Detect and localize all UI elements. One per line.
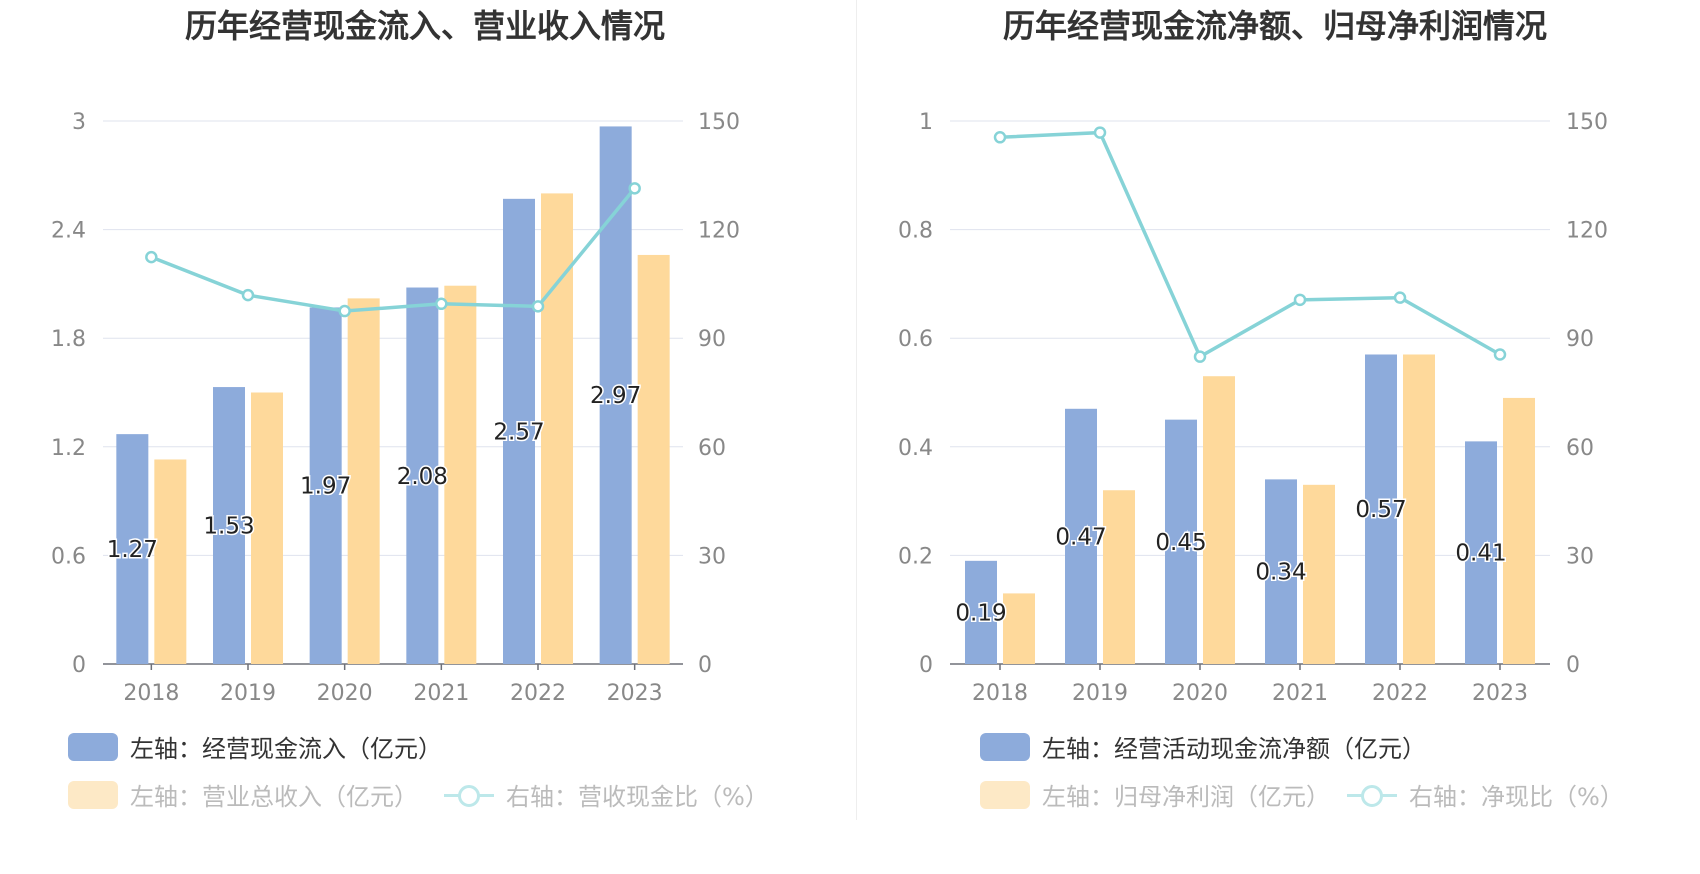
bar-series2 xyxy=(541,193,573,664)
bar-series1 xyxy=(1365,354,1397,664)
left-axis-tick-label: 0 xyxy=(72,653,86,678)
right-axis-tick-label: 150 xyxy=(1566,110,1608,135)
data-label: 0.47 xyxy=(1055,524,1106,550)
bar-series2 xyxy=(1303,484,1335,664)
chart-title: 历年经营现金流入、营业收入情况 xyxy=(184,7,665,45)
bar-series1 xyxy=(599,126,632,665)
left-axis-tick-label: 0.4 xyxy=(898,436,933,461)
chart-canvas-cash-inflow: 0 0 0.6 30 1.2 60 1.8 90 2.4 120 3 150 2018 2019 2020 2… xyxy=(51,110,740,706)
left-axis-tick-label: 0.6 xyxy=(898,327,933,352)
left-axis-tick-label: 3 xyxy=(72,110,86,135)
chart-canvas-net-cash-flow: 0 0 0.2 30 0.4 60 0.6 90 0.8 120 1 150 2018 2019 2020 2… xyxy=(898,110,1608,706)
bar-series1 xyxy=(213,387,245,664)
data-label: 1.97 xyxy=(300,474,351,500)
bar-series1 xyxy=(116,434,149,664)
bar-series1 xyxy=(309,307,342,664)
x-axis-tick-label: 2018 xyxy=(972,681,1028,706)
data-label: 0.57 xyxy=(1355,497,1406,523)
right-chart-panel: 历年经营现金流净额、归母净利润情况 0 0 0.2 30 0.4 60 0.6 90 0.8 12… xyxy=(850,0,1700,874)
data-label: 1.27 xyxy=(107,537,158,563)
data-label: 0.19 xyxy=(955,600,1006,626)
line-point xyxy=(1393,291,1407,304)
bar-series1 xyxy=(1165,419,1197,664)
left-axis-tick-label: 0.2 xyxy=(898,544,933,569)
data-label: 0.45 xyxy=(1155,530,1206,556)
right-axis-tick-label: 90 xyxy=(1566,327,1594,352)
x-axis-tick-label: 2020 xyxy=(317,681,373,706)
left-axis-tick-label: 0.8 xyxy=(898,219,933,244)
bar-series1 xyxy=(1465,441,1497,664)
left-axis-tick-label: 0.6 xyxy=(51,544,86,569)
data-label: 1.53 xyxy=(203,514,254,540)
bar-series1 xyxy=(965,560,997,664)
left-chart-panel: 历年经营现金流入、营业收入情况 0 0 0.6 30 1.2 60 1.8 90 2.4 120 3… xyxy=(51,7,769,811)
right-axis-tick-label: 0 xyxy=(1566,653,1580,678)
x-axis-tick-label: 2022 xyxy=(1372,681,1428,706)
line-point xyxy=(1493,348,1507,361)
x-axis-tick-label: 2018 xyxy=(123,681,179,706)
bar-series2 xyxy=(1503,397,1535,664)
bar-series1 xyxy=(1265,479,1297,664)
line-point xyxy=(628,182,641,195)
right-axis-tick-label: 120 xyxy=(698,219,740,244)
data-label: 0.41 xyxy=(1455,541,1506,567)
bar-series2 xyxy=(154,459,187,664)
bar-series2 xyxy=(444,285,477,664)
right-axis-tick-label: 60 xyxy=(698,436,726,461)
right-axis-tick-label: 60 xyxy=(1566,436,1594,461)
left-axis-tick-label: 1.2 xyxy=(51,436,86,461)
x-axis-tick-label: 2019 xyxy=(220,681,276,706)
x-axis-tick-label: 2023 xyxy=(607,681,663,706)
x-axis-tick-label: 2021 xyxy=(1272,681,1328,706)
line-point xyxy=(338,304,351,318)
line-point xyxy=(241,288,255,302)
x-axis-tick-label: 2023 xyxy=(1472,681,1528,706)
bar-series2 xyxy=(1103,490,1135,664)
right-axis-tick-label: 30 xyxy=(1566,544,1594,569)
right-axis-tick-label: 150 xyxy=(698,110,740,135)
line-point xyxy=(993,131,1007,144)
line-point xyxy=(1193,350,1207,363)
right-axis-tick-label: 90 xyxy=(698,327,726,352)
bar-series2 xyxy=(1403,354,1435,664)
line-series xyxy=(999,130,1501,360)
bar-series2 xyxy=(637,254,670,664)
line-point xyxy=(435,297,448,311)
data-label: 0.34 xyxy=(1255,560,1306,586)
line-series xyxy=(150,187,637,313)
data-label: 2.08 xyxy=(397,464,448,490)
data-label: 2.97 xyxy=(590,383,641,409)
x-axis-tick-label: 2021 xyxy=(413,681,469,706)
bar-series2 xyxy=(347,298,380,664)
x-axis-tick-label: 2022 xyxy=(510,681,566,706)
bar-series1 xyxy=(1065,408,1097,664)
left-axis-tick-label: 0 xyxy=(919,653,933,678)
line-point xyxy=(1093,126,1107,139)
bar-series2 xyxy=(1003,593,1035,664)
left-axis-tick-label: 1 xyxy=(919,110,933,135)
data-label: 2.57 xyxy=(493,419,544,445)
line-point xyxy=(145,250,158,264)
left-axis-tick-label: 1.8 xyxy=(51,327,86,352)
bar-series1 xyxy=(406,287,439,664)
x-axis-tick-label: 2019 xyxy=(1072,681,1128,706)
right-axis-tick-label: 30 xyxy=(698,544,726,569)
bar-series1 xyxy=(503,198,535,664)
line-point xyxy=(1293,293,1307,307)
bar-series2 xyxy=(251,392,283,664)
panel-divider xyxy=(856,0,857,820)
x-axis-tick-label: 2020 xyxy=(1172,681,1228,706)
right-axis-tick-label: 0 xyxy=(698,653,712,678)
line-point xyxy=(531,300,545,313)
chart-title: 历年经营现金流净额、归母净利润情况 xyxy=(1002,7,1547,45)
right-axis-tick-label: 120 xyxy=(1566,219,1608,244)
left-axis-tick-label: 2.4 xyxy=(51,219,86,244)
bar-series2 xyxy=(1203,376,1235,664)
